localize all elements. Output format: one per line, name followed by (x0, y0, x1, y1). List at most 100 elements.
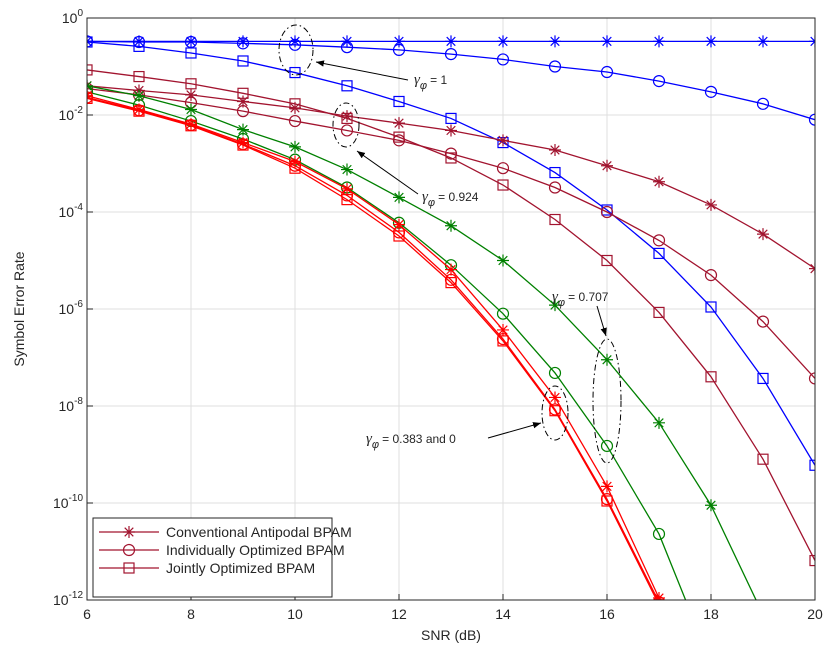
marker (341, 112, 353, 125)
marker (809, 554, 815, 567)
marker (237, 87, 249, 99)
marker (652, 74, 666, 88)
marker (756, 315, 770, 328)
marker (444, 48, 458, 61)
x-tick-label: 10 (287, 606, 303, 622)
marker (237, 136, 249, 149)
annotation-symbol: γ (552, 289, 559, 305)
series-line (87, 41, 815, 466)
marker (123, 526, 135, 538)
y-tick-label: 10-12 (53, 590, 83, 608)
marker (757, 609, 769, 621)
marker (601, 35, 613, 48)
annotation-sub: φ (558, 297, 565, 309)
marker (236, 37, 250, 50)
marker (653, 599, 665, 600)
marker (185, 78, 197, 90)
marker (497, 254, 509, 267)
marker (393, 218, 405, 231)
marker (341, 80, 353, 92)
marker (600, 439, 614, 453)
marker (704, 85, 718, 98)
annotation-ellipse (332, 102, 360, 148)
series-line (87, 87, 815, 379)
marker (757, 372, 769, 385)
marker (236, 105, 250, 118)
x-tick-label: 16 (599, 606, 615, 622)
annotation-text: = 0.383 and 0 (382, 432, 456, 446)
y-tick-base: 10 (62, 10, 78, 26)
marker (289, 35, 301, 48)
marker (87, 64, 93, 76)
marker (809, 459, 815, 471)
marker (549, 166, 561, 179)
y-tick-base: 10 (59, 204, 75, 220)
annotation: γφ = 1 (414, 72, 447, 92)
y-tick-base: 10 (53, 592, 69, 608)
x-axis-title: SNR (dB) (421, 627, 481, 643)
marker (133, 89, 145, 102)
annotation-arrow (596, 305, 607, 337)
marker (497, 323, 509, 336)
marker (289, 140, 301, 153)
annotation-text: = 0.924 (438, 190, 479, 204)
y-tick-label: 10-4 (59, 202, 84, 220)
y-tick-exponent: -4 (74, 202, 83, 213)
marker (237, 55, 249, 67)
marker (289, 101, 301, 114)
marker (340, 124, 354, 137)
marker (652, 234, 666, 247)
marker (549, 35, 561, 48)
marker (185, 103, 197, 116)
marker (340, 41, 354, 54)
legend: Conventional Antipodal BPAM Individually … (92, 517, 352, 598)
marker (185, 118, 197, 131)
marker (549, 391, 561, 404)
legend-label: Individually Optimized BPAM (166, 542, 345, 558)
annotation-symbol: γ (366, 431, 373, 447)
annotation-text: = 0.707 (568, 290, 609, 304)
annotation-arrow (315, 60, 409, 81)
annotation: γφ = 0.383 and 0 (366, 431, 456, 451)
marker (87, 92, 93, 104)
marker (87, 36, 93, 48)
marker (445, 219, 457, 232)
marker (705, 301, 717, 313)
annotation-ellipse (592, 338, 622, 464)
x-tick-label: 18 (703, 606, 719, 622)
marker (289, 162, 301, 174)
series-line (87, 95, 660, 599)
marker (341, 182, 353, 195)
y-tick-base: 10 (59, 301, 75, 317)
x-tick-label: 8 (187, 606, 195, 622)
marker (705, 499, 717, 512)
marker (289, 98, 301, 110)
marker (549, 299, 561, 312)
marker (497, 335, 509, 347)
annotation-sub: φ (372, 439, 379, 451)
marker (288, 38, 302, 51)
marker (341, 194, 353, 206)
marker (341, 163, 353, 176)
series-line (87, 97, 658, 600)
marker (185, 88, 197, 101)
marker (123, 562, 135, 574)
marker (288, 114, 302, 128)
y-tick-label: 10-2 (59, 105, 84, 123)
marker (653, 596, 665, 600)
marker (652, 527, 666, 541)
marker (549, 213, 561, 226)
marker (133, 105, 145, 117)
annotation-sub: φ (428, 197, 435, 209)
annotation-ellipse (278, 24, 314, 76)
marker (237, 95, 249, 108)
marker (393, 230, 405, 242)
marker (601, 495, 613, 507)
marker (87, 82, 94, 95)
marker (289, 66, 301, 79)
marker (185, 47, 197, 59)
marker (601, 353, 613, 366)
y-tick-base: 10 (53, 495, 69, 511)
y-tick-exponent: -8 (74, 396, 83, 407)
